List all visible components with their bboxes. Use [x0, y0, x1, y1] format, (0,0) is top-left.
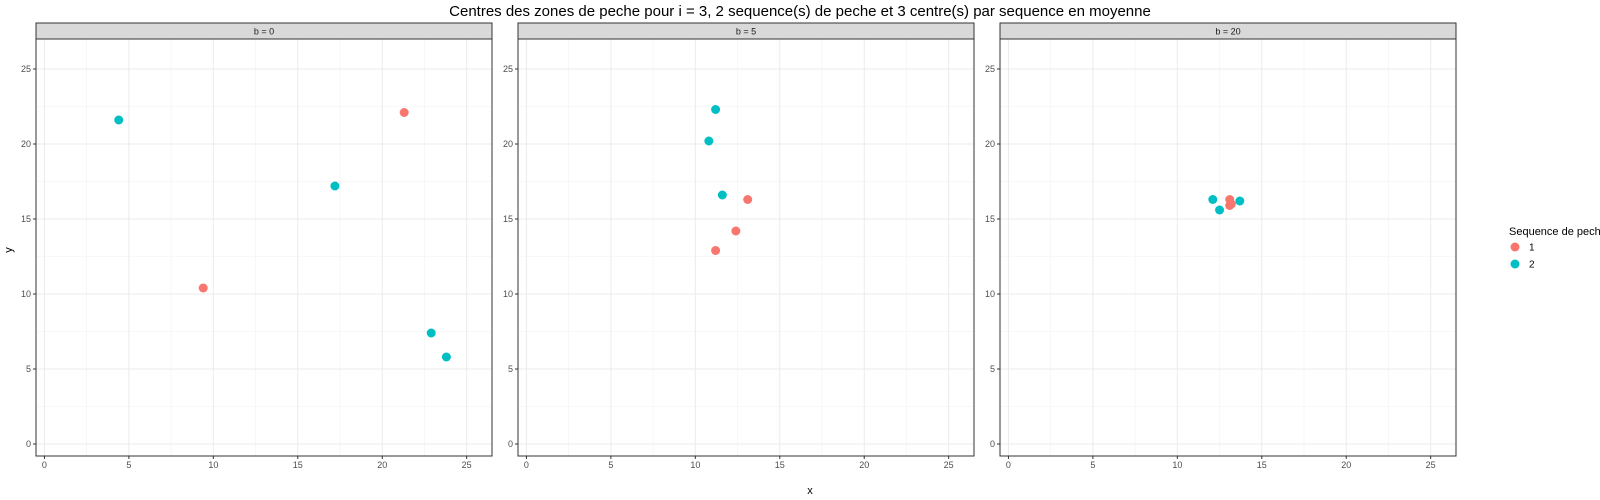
- data-point-series-1: [399, 108, 409, 117]
- y-tick-label: 10: [21, 289, 31, 299]
- y-tick-label: 0: [26, 439, 31, 449]
- panel-strip-label: b = 0: [254, 27, 274, 37]
- data-point-series-2: [330, 181, 340, 191]
- data-point-series-1: [198, 283, 208, 293]
- x-tick-label: 5: [126, 460, 131, 470]
- y-tick-label: 25: [985, 64, 995, 74]
- y-tick-label: 15: [21, 214, 31, 224]
- x-tick-label: 25: [462, 460, 472, 470]
- x-tick-label: 0: [1006, 460, 1011, 470]
- y-tick-label: 10: [985, 289, 995, 299]
- data-point-series-2: [426, 328, 436, 338]
- panels-group: b = 0 0 5 10 15 20 25 0 5 10 15 20 25 b = 5 0 5 10 15 20 25…: [21, 22, 1457, 470]
- data-point-series-1: [743, 195, 753, 204]
- panel-1: b = 0 0 5 10 15 20 25 0 5 10 15 20 25: [21, 22, 493, 470]
- legend: Sequence de peche 1 2: [1509, 226, 1600, 271]
- legend-title: Sequence de peche: [1509, 226, 1600, 238]
- data-point-series-1: [1225, 201, 1235, 210]
- x-tick-label: 20: [1341, 460, 1351, 470]
- x-tick-label: 0: [42, 460, 47, 470]
- x-axis-title: x: [807, 485, 813, 497]
- y-tick-label: 25: [503, 64, 513, 74]
- y-tick-label: 10: [503, 289, 513, 299]
- y-axis-title: y: [3, 247, 15, 253]
- x-tick-label: 10: [1172, 460, 1182, 470]
- y-tick-label: 25: [21, 64, 31, 74]
- y-tick-label: 5: [508, 364, 513, 374]
- x-tick-label: 5: [1090, 460, 1095, 470]
- legend-label-2: 2: [1529, 260, 1535, 271]
- panel-3: b = 20 0 5 10 15 20 25 0 5 10 15 20 25: [985, 22, 1457, 470]
- legend-key-1: [1510, 242, 1520, 252]
- panel-border: [35, 38, 493, 457]
- x-tick-label: 10: [690, 460, 700, 470]
- y-tick-label: 20: [503, 139, 513, 149]
- panel-border: [517, 38, 975, 457]
- x-tick-label: 15: [1257, 460, 1267, 470]
- data-point-series-2: [1208, 195, 1218, 204]
- data-point-series-2: [717, 190, 727, 200]
- panel-strip-label: b = 20: [1215, 27, 1240, 37]
- x-tick-label: 25: [944, 460, 954, 470]
- legend-key-2: [1510, 259, 1520, 269]
- data-point-series-2: [441, 352, 451, 362]
- y-tick-label: 5: [990, 364, 995, 374]
- y-tick-label: 0: [508, 439, 513, 449]
- y-tick-label: 20: [985, 139, 995, 149]
- data-point-series-1: [731, 226, 741, 236]
- y-tick-label: 15: [503, 214, 513, 224]
- data-point-series-2: [1235, 196, 1245, 206]
- data-point-series-2: [711, 105, 721, 114]
- x-tick-label: 5: [608, 460, 613, 470]
- y-tick-label: 0: [990, 439, 995, 449]
- y-tick-label: 5: [26, 364, 31, 374]
- data-point-series-1: [711, 246, 721, 255]
- x-tick-label: 15: [293, 460, 303, 470]
- data-point-series-2: [704, 136, 714, 146]
- x-tick-label: 15: [775, 460, 785, 470]
- panel-2: b = 5 0 5 10 15 20 25 0 5 10 15 20 25: [503, 22, 975, 470]
- x-tick-label: 20: [859, 460, 869, 470]
- legend-label-1: 1: [1529, 243, 1535, 254]
- x-tick-label: 20: [377, 460, 387, 470]
- panel-strip-label: b = 5: [736, 27, 756, 37]
- y-tick-label: 15: [985, 214, 995, 224]
- data-point-series-2: [1215, 205, 1225, 215]
- chart-title: Centres des zones de peche pour i = 3, 2…: [449, 3, 1151, 20]
- x-tick-label: 0: [524, 460, 529, 470]
- x-tick-label: 10: [208, 460, 218, 470]
- data-point-series-2: [114, 115, 124, 125]
- x-tick-label: 25: [1426, 460, 1436, 470]
- panel-border: [999, 38, 1457, 457]
- y-tick-label: 20: [21, 139, 31, 149]
